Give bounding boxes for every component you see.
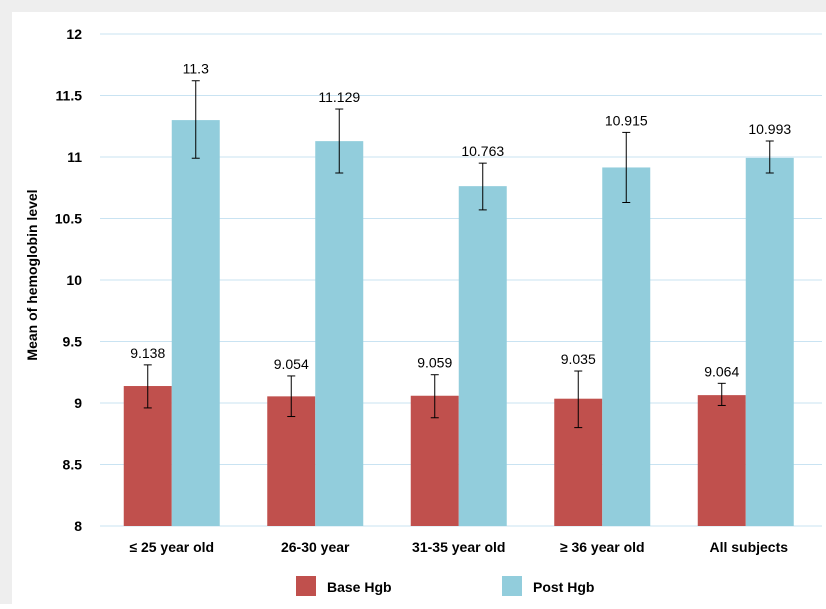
bars [123,120,794,526]
y-tick-label: 11 [67,149,82,165]
y-tick-label: 12 [66,26,82,42]
data-label: 9.035 [561,351,596,367]
post-hgb-bar [745,157,794,526]
base-hgb-bar [267,396,316,526]
y-tick-label: 8 [74,518,82,534]
data-label: 9.064 [704,363,739,379]
data-label: 10.915 [605,112,648,128]
data-label: 9.138 [130,345,165,361]
error-bars [143,80,774,429]
y-tick-label: 9.5 [63,334,83,350]
post-hgb-bar [171,120,220,526]
data-label: 10.763 [461,143,504,159]
legend-swatch [502,576,522,596]
base-hgb-bar [697,395,746,526]
legend-swatch [296,576,316,596]
x-axis-labels: ≤ 25 year old 26-30 year 31-35 year old ≥ 3… [129,539,788,555]
x-category-label: All subjects [709,539,788,555]
data-labels: 9.138 11.3 9.054 11.129 9.059 10.763 9.035 10.9… [130,61,791,380]
y-tick-label: 11.5 [56,88,83,104]
data-label: 9.054 [274,356,309,372]
y-tick-label: 10 [66,272,82,288]
data-label: 11.3 [183,61,209,77]
legend-label: Post Hgb [533,579,594,595]
x-category-label: ≥ 36 year old [560,539,645,555]
y-axis-title: Mean of hemoglobin level [24,189,40,360]
post-hgb-bar [315,141,364,526]
x-category-label: 31-35 year old [412,539,505,555]
y-tick-label: 10.5 [55,211,82,227]
legend-label: Base Hgb [327,579,392,595]
x-category-label: 26-30 year [281,539,350,555]
y-tick-label: 8.5 [63,457,83,473]
data-label: 9.059 [417,355,452,371]
data-label: 11.129 [318,89,360,105]
x-category-label: ≤ 25 year old [129,539,214,555]
data-label: 10.993 [748,121,791,137]
base-hgb-bar [123,386,172,526]
post-hgb-bar [602,167,651,526]
y-tick-label: 9 [74,395,82,411]
post-hgb-bar [458,186,507,526]
y-axis: 8 8.5 9 9.5 10 10.5 11 11.5 12 [55,26,82,534]
legend: Base Hgb Post Hgb [296,576,594,596]
